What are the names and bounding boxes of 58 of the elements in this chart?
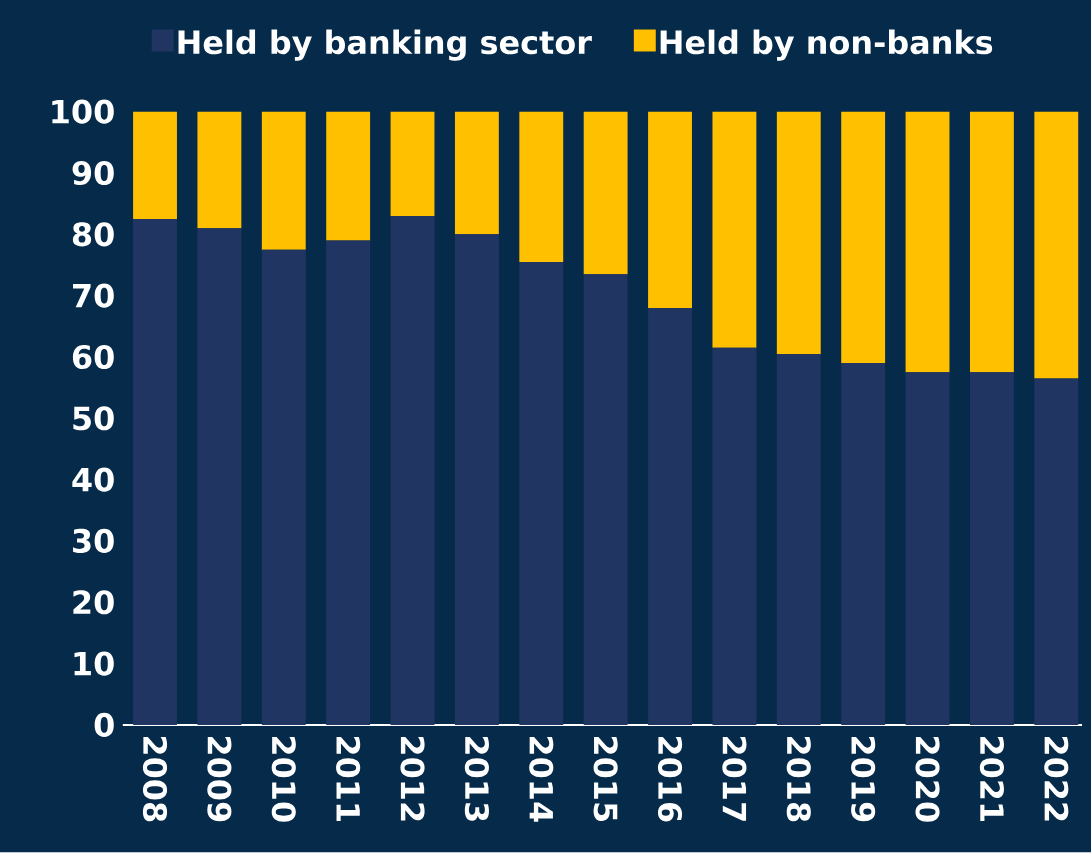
- x-tick-label: 2016: [657, 737, 683, 822]
- bar: [776, 354, 821, 726]
- bar: [712, 111, 757, 348]
- bar: [390, 111, 435, 217]
- bar: [261, 111, 306, 250]
- y-tick-label: 70: [73, 283, 114, 308]
- bar: [326, 111, 371, 241]
- bar: [454, 234, 499, 726]
- x-tick-label: 2022: [1044, 737, 1069, 821]
- bar: [648, 111, 692, 309]
- bar: [1034, 378, 1079, 726]
- bar: [197, 228, 242, 726]
- bar: [583, 274, 628, 726]
- bar: [390, 216, 435, 726]
- x-tick-label: 2012: [400, 737, 425, 821]
- bar: [969, 111, 1014, 373]
- bar: [969, 372, 1014, 726]
- y-tick-label: 0: [94, 713, 114, 738]
- y-tick-label: 20: [73, 590, 114, 615]
- bar: [261, 249, 306, 726]
- x-tick-label: 2010: [271, 737, 296, 822]
- bar: [326, 240, 371, 726]
- bar: [133, 111, 177, 220]
- bar: [1034, 111, 1079, 379]
- y-tick-label: 10: [74, 651, 114, 676]
- x-tick-label: 2008: [142, 737, 168, 822]
- bar: [454, 111, 499, 235]
- bar: [133, 219, 177, 726]
- x-tick-label: 2019: [851, 737, 876, 822]
- legend-label: Held by non-banks: [660, 29, 993, 61]
- x-tick-label: 2017: [722, 737, 747, 821]
- x-tick-label: 2013: [464, 737, 489, 821]
- y-tick-label: 100: [52, 99, 114, 124]
- bar: [841, 363, 886, 726]
- bar: [905, 111, 950, 373]
- bar: [519, 111, 564, 263]
- x-tick-label: 2020: [915, 737, 940, 822]
- bar: [712, 347, 757, 726]
- bar: [905, 372, 950, 726]
- x-tick-label: 2015: [593, 737, 618, 822]
- bar: [648, 308, 692, 726]
- y-tick-label: 60: [72, 345, 114, 370]
- bar: [197, 111, 242, 229]
- bar: [776, 111, 821, 355]
- y-tick-label: 30: [73, 529, 114, 554]
- y-tick-label: 90: [72, 161, 114, 186]
- x-tick-label: 2018: [786, 737, 811, 822]
- bar: [519, 262, 564, 726]
- x-tick-label: 2011: [336, 737, 361, 822]
- legend-label: Held by banking sector: [178, 29, 592, 61]
- y-tick-label: 50: [73, 406, 114, 431]
- bar: [583, 111, 628, 275]
- y-tick-label: 40: [72, 467, 114, 492]
- bar: [841, 111, 886, 364]
- y-tick-label: 80: [72, 222, 114, 247]
- x-tick-label: 2014: [529, 737, 554, 822]
- x-tick-label: 2021: [979, 737, 1004, 822]
- x-tick-label: 2009: [207, 737, 232, 822]
